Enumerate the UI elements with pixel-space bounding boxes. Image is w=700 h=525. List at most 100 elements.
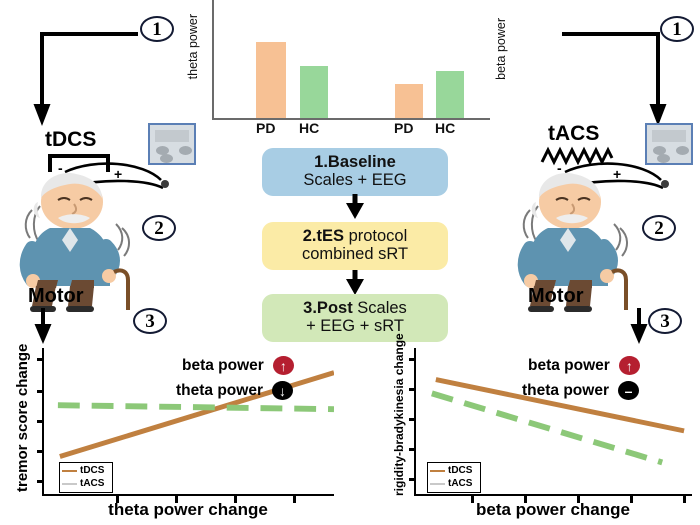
right-chart-plot-area: [409, 348, 692, 503]
device-screen: [155, 129, 189, 143]
step-marker-2-right: 2: [642, 215, 676, 241]
flow-step-3-box[interactable]: 3.Post Scales + EEG + sRT: [262, 294, 448, 342]
right-annotation-theta-power: theta power –: [522, 381, 639, 400]
device-port: [656, 153, 670, 163]
left-ytick: [37, 420, 44, 423]
arrow-up-badge-icon: ↑: [618, 356, 640, 375]
arrow-top-right-to-tacs: [562, 32, 667, 126]
right-series-tdcs-line: [435, 377, 685, 434]
patient-lower-body-right: [528, 286, 628, 312]
left-chart-xlabel: theta power change: [108, 500, 268, 519]
right-ytick: [409, 448, 416, 451]
flow-step-1-detail: Scales + EEG: [303, 171, 407, 190]
tick-label-beta-hc: HC: [435, 120, 456, 136]
left-electrode-negative: -: [58, 160, 63, 176]
left-series-tacs-line: [57, 402, 334, 413]
right-annotation-beta-power: beta power ↑: [528, 356, 640, 375]
top-bar-plot-area: PD HC PD HC: [214, 0, 490, 136]
flow-step-2-line-1: 2.tES protocol: [266, 227, 444, 245]
legend-label-tacs: tACS: [448, 477, 473, 489]
tick-label-theta-hc: HC: [299, 120, 320, 136]
right-xtick: [577, 496, 580, 503]
legend-swatch-tacs-icon: [62, 482, 77, 485]
patient-illustration-right: [517, 173, 628, 288]
step-marker-3-right: 3: [648, 308, 682, 334]
device-port: [159, 153, 173, 163]
flow-arrow-2-to-3: [346, 270, 364, 295]
flow-step-3-detail: Scales: [352, 299, 407, 317]
legend-entry-tdcs: tDCS: [62, 465, 108, 478]
right-ytick: [409, 358, 416, 361]
flow-step-2-box[interactable]: 2.tES protocol combined sRT: [262, 222, 448, 270]
legend-entry-tacs: tACS: [62, 478, 108, 491]
legend-entry-tacs: tACS: [430, 478, 476, 491]
flow-step-1-title: 1.Baseline: [314, 153, 396, 171]
bar-beta-pd: [395, 84, 423, 118]
legend-swatch-tdcs-icon: [62, 470, 77, 473]
left-ytick: [37, 450, 44, 453]
left-region-label: Motor: [28, 285, 84, 307]
flow-step-3-line-2: + EEG + sRT: [306, 317, 404, 336]
left-ytick: [37, 480, 44, 483]
right-stimulator-device: [645, 123, 693, 165]
right-electrode-positive: +: [613, 166, 622, 182]
left-stimulator-device: [148, 123, 196, 165]
left-annotation-beta-power: beta power ↑: [182, 356, 294, 375]
flow-step-2-title: 2.tES: [302, 227, 344, 245]
legend-swatch-tacs-icon: [430, 482, 445, 485]
left-electrode-positive: +: [114, 166, 123, 182]
ac-waveform-icon: [540, 146, 614, 166]
left-xtick: [175, 496, 178, 503]
legend-label-tdcs: tDCS: [448, 465, 473, 476]
top-chart-ylabel-theta: theta power: [186, 14, 200, 80]
flow-step-3-title: 3.Post: [303, 299, 353, 317]
right-chart-legend: tDCS tACS: [427, 462, 481, 493]
bar-theta-hc: [300, 66, 328, 118]
arrow-left-scene-to-chart: [34, 308, 52, 344]
flow-step-2-detail: protocol: [343, 227, 408, 245]
left-annotation-theta-power: theta power ↓: [176, 381, 293, 400]
right-region-label: Motor: [528, 285, 584, 307]
left-xtick: [293, 496, 296, 503]
bar-beta-hc: [436, 71, 464, 118]
arrow-down-badge-icon: ↓: [271, 381, 293, 400]
step-marker-1-left: 1: [140, 16, 174, 42]
minus-badge-icon: –: [617, 381, 639, 400]
right-ytick: [409, 388, 416, 391]
right-stim-label: tACS: [548, 122, 600, 145]
device-knob-left: [156, 146, 170, 156]
right-xtick: [630, 496, 633, 503]
device-knob-right: [179, 146, 193, 156]
left-chart-legend: tDCS tACS: [59, 462, 113, 493]
right-electrode-negative: -: [557, 160, 562, 176]
step-marker-1-right: 1: [660, 16, 694, 42]
legend-entry-tdcs: tDCS: [430, 465, 476, 478]
left-ytick: [37, 358, 44, 361]
right-annotation-theta-label: theta power: [522, 381, 609, 399]
right-xtick: [524, 496, 527, 503]
flow-step-1-box[interactable]: 1.Baseline Scales + EEG: [262, 148, 448, 196]
patient-lower-body-left: [30, 286, 130, 312]
tick-label-theta-pd: PD: [256, 120, 276, 136]
left-chart-ylabel: tremor score change: [14, 343, 31, 492]
arrow-up-badge-icon: ↑: [272, 356, 294, 375]
right-chart-xlabel: beta power change: [476, 500, 630, 519]
right-ytick: [409, 478, 416, 481]
legend-label-tacs: tACS: [80, 477, 105, 489]
bar-theta-pd: [256, 42, 286, 118]
left-annotation-theta-label: theta power: [176, 381, 263, 399]
left-stim-label: tDCS: [45, 128, 97, 151]
right-chart-lines: [431, 377, 685, 466]
right-xtick: [683, 496, 686, 503]
left-ytick: [37, 390, 44, 393]
left-annotation-beta-label: beta power: [182, 356, 264, 374]
legend-label-tdcs: tDCS: [80, 465, 105, 476]
right-xtick: [471, 496, 474, 503]
step-marker-3-left: 3: [133, 308, 167, 334]
tick-label-beta-pd: PD: [394, 120, 414, 136]
left-xtick: [234, 496, 237, 503]
device-knob-left: [653, 146, 667, 156]
top-chart-tick-labels: PD HC PD HC: [214, 118, 490, 140]
left-xtick: [116, 496, 119, 503]
